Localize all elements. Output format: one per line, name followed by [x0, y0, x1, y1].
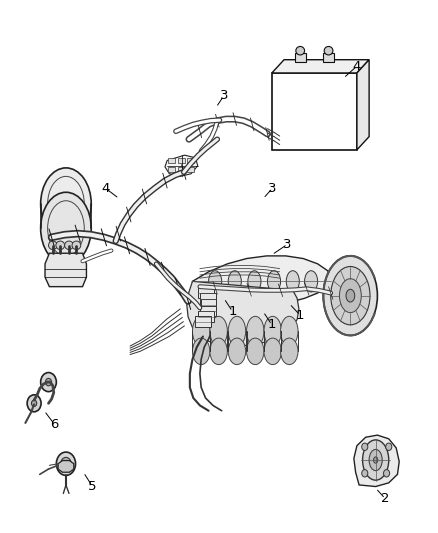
Ellipse shape	[247, 271, 260, 292]
Ellipse shape	[385, 443, 391, 450]
Ellipse shape	[263, 317, 281, 346]
Ellipse shape	[48, 241, 57, 249]
Ellipse shape	[228, 338, 245, 365]
Bar	[187, 167, 194, 172]
Ellipse shape	[373, 457, 377, 463]
Bar	[294, 53, 305, 62]
Polygon shape	[192, 256, 330, 305]
Ellipse shape	[368, 449, 381, 471]
Bar	[271, 73, 356, 150]
Text: 1: 1	[228, 305, 236, 318]
Bar	[177, 158, 184, 163]
Ellipse shape	[56, 241, 64, 249]
Text: 2: 2	[380, 492, 389, 505]
Text: 1: 1	[267, 318, 276, 332]
Ellipse shape	[286, 271, 299, 292]
Ellipse shape	[280, 317, 297, 346]
Ellipse shape	[246, 338, 263, 365]
Bar	[177, 167, 184, 172]
Text: 3: 3	[283, 238, 291, 251]
Bar	[200, 305, 215, 316]
Ellipse shape	[32, 400, 37, 407]
Text: 4: 4	[101, 182, 109, 195]
Ellipse shape	[263, 338, 281, 365]
Ellipse shape	[280, 338, 297, 365]
Ellipse shape	[209, 338, 227, 365]
Ellipse shape	[330, 266, 369, 325]
Bar	[322, 53, 333, 62]
Ellipse shape	[46, 378, 51, 386]
Ellipse shape	[345, 289, 354, 302]
Ellipse shape	[208, 271, 221, 292]
Polygon shape	[356, 60, 368, 150]
Ellipse shape	[192, 317, 209, 346]
Bar	[198, 311, 213, 322]
Ellipse shape	[41, 168, 91, 240]
Ellipse shape	[295, 46, 304, 55]
Text: 5: 5	[88, 480, 96, 492]
Ellipse shape	[64, 241, 73, 249]
Bar	[168, 158, 175, 163]
Ellipse shape	[27, 395, 41, 412]
Polygon shape	[58, 461, 74, 472]
Bar	[198, 287, 213, 298]
Ellipse shape	[192, 338, 209, 365]
Bar	[187, 158, 194, 163]
Text: 3: 3	[219, 89, 228, 102]
Ellipse shape	[267, 271, 280, 292]
Ellipse shape	[383, 470, 389, 477]
Ellipse shape	[209, 317, 227, 346]
Ellipse shape	[228, 271, 241, 292]
Text: 4: 4	[352, 60, 360, 72]
Ellipse shape	[41, 373, 56, 392]
Ellipse shape	[304, 271, 317, 292]
Bar	[194, 316, 210, 327]
Text: 6: 6	[50, 418, 59, 431]
Ellipse shape	[56, 452, 75, 475]
Polygon shape	[186, 281, 298, 346]
Ellipse shape	[339, 279, 360, 313]
Ellipse shape	[72, 241, 81, 249]
Polygon shape	[353, 435, 398, 487]
Ellipse shape	[41, 192, 91, 264]
Polygon shape	[271, 60, 368, 73]
Ellipse shape	[361, 470, 367, 477]
Ellipse shape	[246, 317, 263, 346]
Ellipse shape	[228, 317, 245, 346]
Polygon shape	[165, 155, 197, 176]
Bar	[168, 167, 175, 172]
Ellipse shape	[323, 46, 332, 55]
Polygon shape	[45, 253, 86, 287]
Ellipse shape	[361, 443, 367, 450]
Ellipse shape	[322, 256, 377, 335]
Bar	[200, 300, 216, 310]
Ellipse shape	[60, 457, 71, 470]
Text: 3: 3	[268, 182, 276, 195]
Bar	[200, 293, 215, 304]
Text: 1: 1	[295, 309, 304, 322]
Ellipse shape	[362, 440, 388, 480]
